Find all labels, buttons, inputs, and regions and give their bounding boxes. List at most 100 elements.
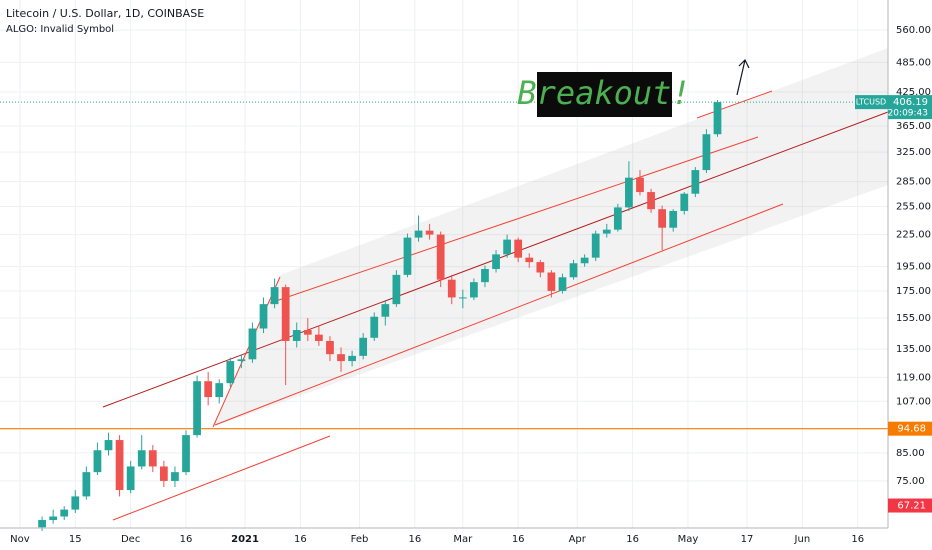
y-tick-label: 225.00 [896,230,931,241]
channel-line [112,435,331,521]
channel-line [212,276,281,428]
candle-body [381,304,390,317]
candle-body [104,440,113,451]
y-tick-label: 425.00 [896,87,931,98]
candle-body [326,340,334,355]
candle-body [625,177,633,208]
candle-body [470,282,478,298]
channel-line [696,90,773,119]
candle-body [536,262,545,273]
level-tag [888,421,932,436]
x-tick-label: May [678,534,699,545]
candle-body [49,516,58,521]
candle-body [591,233,600,258]
symbol-tag [855,95,888,110]
y-tick-label: 285.00 [896,177,931,188]
y-tick-label: 85.00 [896,448,925,459]
candle-body [691,170,700,194]
x-tick-label: 17 [741,534,754,545]
level-label: 67.21 [897,501,926,512]
candle-body [658,209,666,228]
candle-body [226,361,235,384]
channel-line [269,136,759,304]
chart-title: Litecoin / U.S. Dollar, 1D, COINBASE [6,7,204,20]
x-tick-label: 16 [512,534,525,545]
annotation: Breakout! [517,74,690,112]
x-tick-label: 16 [180,534,193,545]
candle-body [481,268,489,283]
candle-body [359,337,368,356]
candle-body [38,520,46,528]
candle-body [613,207,622,230]
x-tick-label: 16 [294,534,307,545]
candle-body [71,496,80,510]
y-tick-label: 485.00 [896,57,931,68]
candle-body [370,316,379,338]
candle-body [580,257,589,264]
candle-body [137,450,146,467]
candle-body [259,304,268,329]
candle-body [193,381,201,436]
level-label: 94.68 [897,424,926,435]
x-tick-label: Nov [10,534,30,545]
candle-body [602,229,611,234]
candle-body [82,472,91,497]
candle-body [292,330,301,341]
y-tick-label: 560.00 [896,25,931,36]
candles [0,100,888,531]
candle-body [237,359,246,362]
channel-line [214,203,784,426]
candle-body [348,355,356,362]
x-tick-label: 16 [626,534,639,545]
candle-body [458,297,467,299]
candle-body [636,177,644,193]
x-tick-label: 16 [851,534,864,545]
candle-body [503,239,511,255]
y-tick-label: 75.00 [896,476,925,487]
candle-body [60,509,69,517]
candle-body [492,254,500,269]
candle-body [447,279,456,298]
y-tick-label: 365.00 [896,121,931,132]
x-tick-label: Feb [351,534,369,545]
candle-body [126,466,135,491]
countdown-label: 20:09:43 [888,109,928,119]
candle-body [680,193,689,211]
candle-body [713,102,722,135]
candle-body [414,230,423,238]
candle-body [115,440,124,491]
y-tick-label: 255.00 [896,202,931,213]
candle-body [204,381,213,398]
candle-body [547,272,556,291]
x-tick-label: Dec [121,534,140,545]
candle-body [159,466,168,481]
candle-body [248,328,257,360]
candle-body [182,435,190,473]
price-axis [888,0,932,550]
arrow [736,58,750,96]
x-tick-label: 15 [69,534,82,545]
level-tag [888,498,932,513]
candle-body [270,287,279,305]
candle-body [392,274,401,305]
candle-body [171,472,179,481]
y-tick-label: 175.00 [896,286,931,297]
candle-body [93,450,102,473]
y-tick-label: 195.00 [896,262,931,273]
candle-body [525,257,534,263]
annotation-box [537,72,672,117]
x-tick-label: Jun [794,534,811,545]
candle-body [702,134,711,171]
candle-body [315,334,323,341]
candle-body [647,192,655,210]
candle-body [569,263,578,278]
y-tick-label: 155.00 [896,313,931,324]
y-tick-label: 107.00 [896,396,931,407]
candle-body [281,287,290,341]
candle-body [514,239,523,258]
symbol-label: LTCUSD [856,98,886,107]
channel-fill [213,48,888,427]
price-tag [888,95,932,120]
